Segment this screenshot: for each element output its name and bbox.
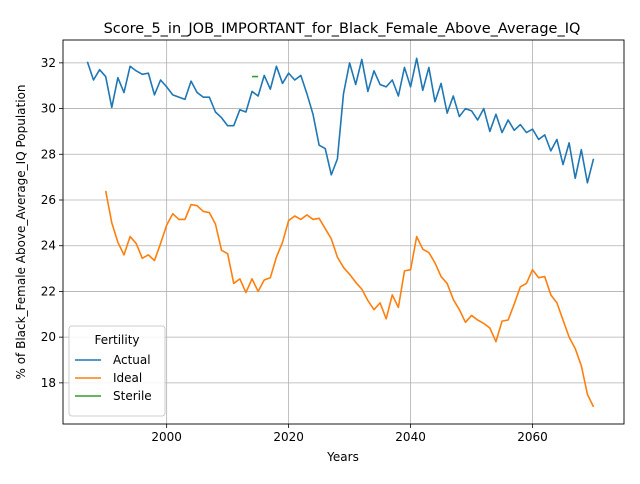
legend: Fertility Actual Ideal Sterile: [68, 325, 166, 417]
x-tick-label: 2040: [395, 430, 426, 444]
y-tick-label: 18: [41, 376, 56, 390]
grid-lines: [63, 40, 624, 424]
y-tick-label: 24: [41, 239, 56, 253]
y-axis-label: % of Black_Female Above_Average_IQ Popul…: [14, 84, 28, 379]
axis-ticks: 2000 2020 2040 2060 18 20 22 24 26 28 30 32: [41, 56, 548, 444]
y-tick-label: 26: [41, 193, 56, 207]
series-lines: [86, 57, 595, 408]
x-axis-label: Years: [326, 450, 359, 464]
legend-box: [68, 325, 166, 417]
y-tick-label: 22: [41, 284, 56, 298]
legend-label-actual: Actual: [113, 353, 151, 367]
legend-items: Actual Ideal Sterile: [75, 353, 152, 403]
x-tick-label: 2020: [273, 430, 304, 444]
y-tick-label: 28: [41, 147, 56, 161]
plot-frame: [62, 39, 625, 425]
legend-label-sterile: Sterile: [113, 389, 152, 403]
legend-label-ideal: Ideal: [113, 371, 142, 385]
chart-title: Score_5_in_JOB_IMPORTANT_for_Black_Femal…: [104, 21, 581, 37]
x-tick-label: 2060: [517, 430, 548, 444]
x-tick-label: 2000: [151, 430, 182, 444]
series-line-ideal: [104, 190, 595, 408]
series-line-actual: [86, 57, 595, 184]
y-tick-label: 32: [41, 56, 56, 70]
legend-title: Fertility: [94, 333, 139, 347]
y-tick-label: 30: [41, 102, 56, 116]
y-tick-label: 20: [41, 330, 56, 344]
